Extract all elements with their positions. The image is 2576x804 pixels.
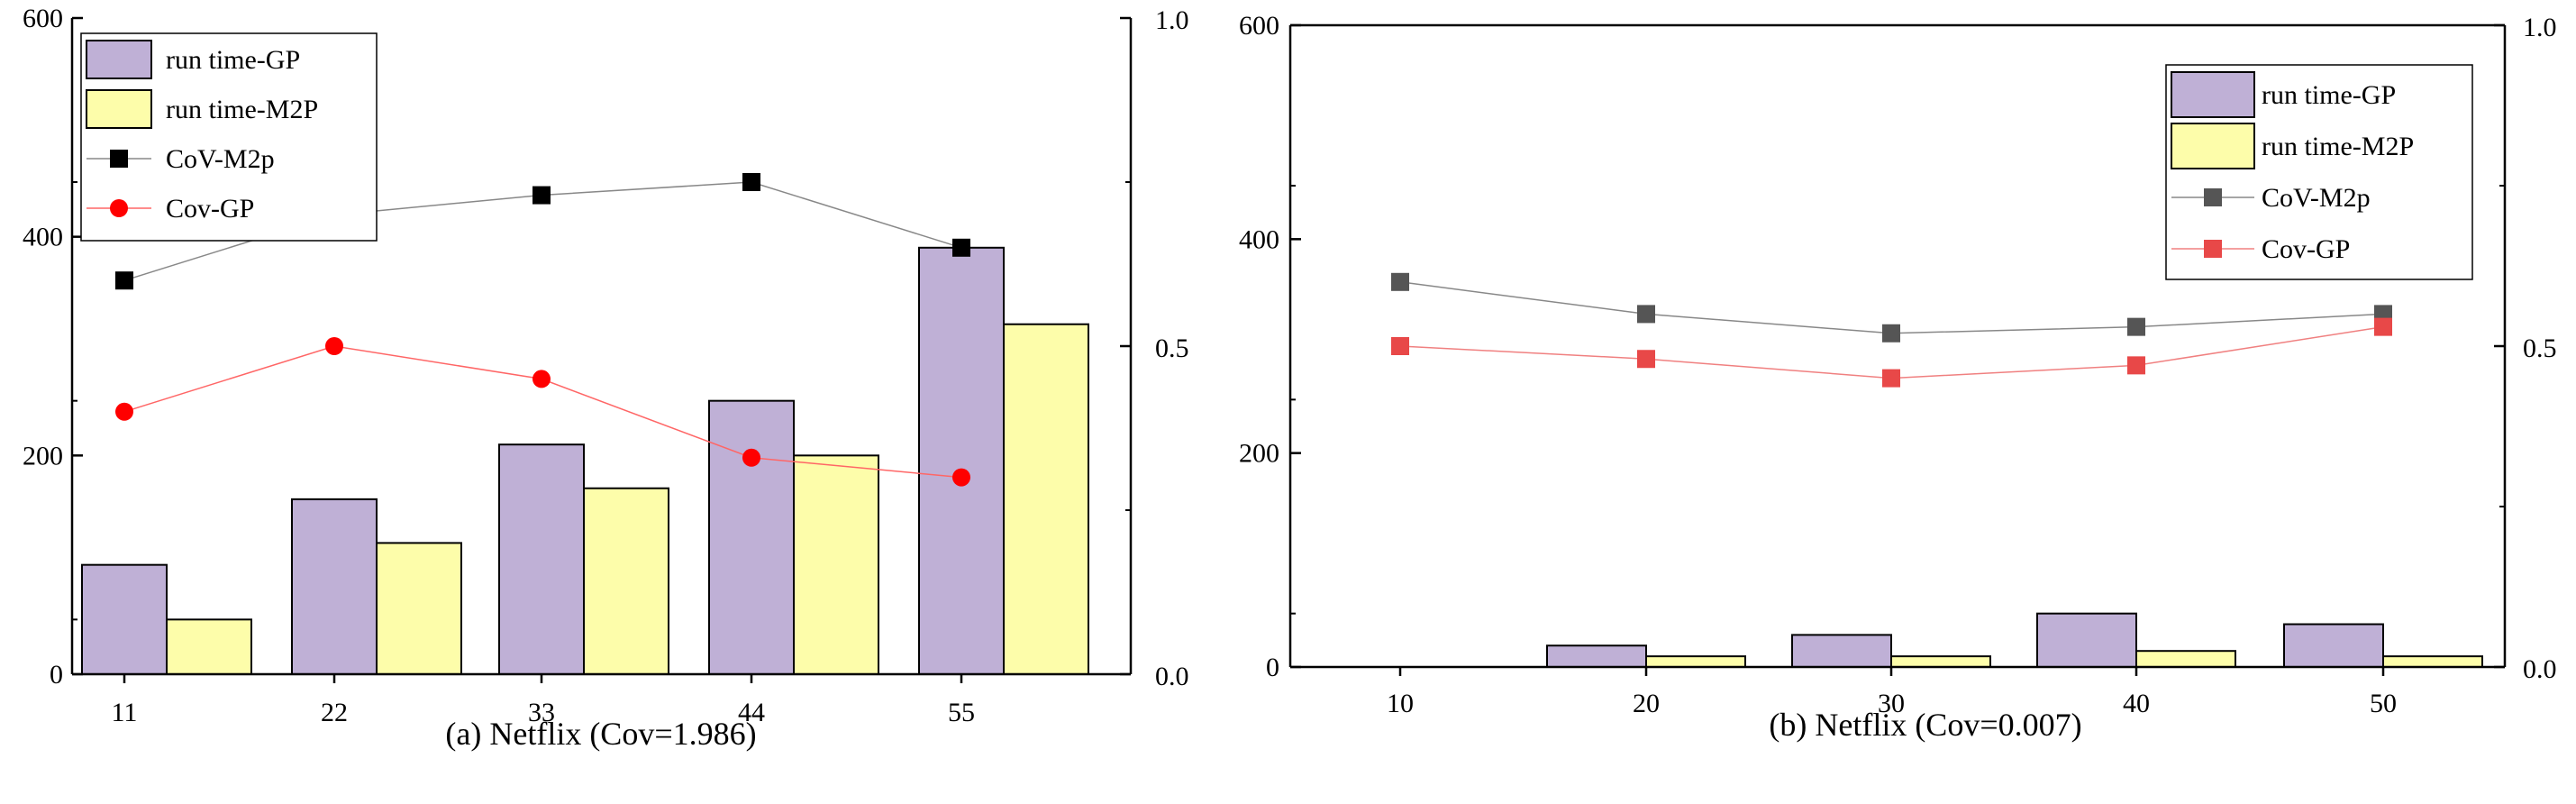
x-tick-label: 50 [2370, 689, 2397, 718]
legend-swatch [2171, 123, 2255, 169]
left-tick-label: 400 [23, 223, 63, 252]
x-tick-label: 11 [112, 698, 138, 727]
marker-cov-gp-22 [325, 337, 343, 355]
bar-gp-30 [1791, 634, 1892, 669]
marker-cov-gp-30 [1882, 369, 1900, 388]
left-tick-label: 600 [1239, 11, 1279, 41]
chart-a: 0 200 400 600 0.0 0.5 1.0 11 22 33 44 55 run time-GP… [23, 4, 1189, 752]
legend-swatch [86, 89, 152, 129]
left-tick-label: 400 [1239, 224, 1279, 254]
marker-cov-gp-33 [532, 370, 551, 388]
bar-m2p-44 [793, 454, 879, 676]
legend-label: run time-M2P [2262, 132, 2414, 161]
bar-gp-44 [708, 399, 795, 675]
bar-m2p-30 [1890, 655, 1991, 669]
chart-b: 0 200 400 600 0.0 0.5 1.0 10 20 30 40 50 run time-GP… [1239, 11, 2557, 743]
x-tick-label: 33 [528, 698, 555, 727]
legend-label: run time-GP [166, 45, 300, 75]
left-tick-label: 600 [23, 4, 63, 33]
bar-m2p-33 [583, 487, 669, 675]
bar-gp-11 [81, 563, 168, 676]
right-tick-label: 0.0 [1155, 662, 1189, 691]
right-tick-label: 0.0 [2523, 654, 2557, 684]
caption: (b) Netflix (Cov=0.007) [1769, 707, 2081, 743]
bar-gp-40 [2036, 612, 2137, 669]
marker-cov-gp-44 [742, 448, 760, 467]
bar-m2p-11 [166, 618, 252, 675]
bar-m2p-20 [1645, 655, 1746, 669]
left-tick-label: 200 [23, 441, 63, 471]
bar-m2p-55 [1003, 323, 1089, 675]
legend-marker [2204, 240, 2222, 258]
marker-cov-m2p-55 [952, 238, 970, 257]
bar-m2p-22 [376, 542, 462, 676]
x-tick-label: 10 [1387, 689, 1414, 718]
bar-gp-50 [2283, 623, 2384, 668]
bar-gp-55 [918, 246, 1005, 675]
legend-label: run time-GP [2262, 80, 2396, 110]
legend-marker [110, 199, 128, 217]
marker-cov-m2p-11 [115, 271, 133, 290]
legend-marker [2204, 188, 2222, 206]
left-tick-label: 0 [50, 660, 63, 690]
caption: (a) Netflix (Cov=1.986) [445, 716, 756, 752]
right-tick-label: 0.5 [2523, 333, 2557, 363]
marker-cov-gp-50 [2374, 317, 2392, 336]
bar-m2p-50 [2382, 655, 2483, 669]
right-tick-label: 1.0 [2523, 13, 2557, 42]
bar-m2p-40 [2135, 650, 2236, 669]
marker-cov-m2p-30 [1882, 324, 1900, 343]
x-tick-label: 22 [321, 698, 348, 727]
x-tick-label: 44 [738, 698, 765, 727]
left-tick-label: 200 [1239, 439, 1279, 469]
left-tick-label: 0 [1266, 653, 1279, 682]
marker-cov-gp-20 [1637, 350, 1655, 369]
x-tick-label: 20 [1633, 689, 1660, 718]
legend-label: CoV-M2p [2262, 183, 2371, 213]
marker-cov-gp-11 [115, 402, 133, 421]
legend-label: CoV-M2p [166, 144, 275, 174]
x-tick-label: 30 [1878, 689, 1905, 718]
legend-label: run time-M2P [166, 95, 318, 124]
legend-swatch [86, 40, 152, 79]
legend-label: Cov-GP [166, 194, 254, 224]
right-tick-label: 0.5 [1155, 333, 1189, 363]
marker-cov-m2p-10 [1391, 272, 1409, 291]
marker-cov-gp-10 [1391, 337, 1409, 355]
marker-cov-gp-40 [2127, 356, 2145, 375]
bar-gp-20 [1546, 644, 1647, 668]
bar-gp-22 [291, 498, 378, 675]
legend-swatch [2171, 71, 2255, 118]
legend-marker [110, 150, 128, 168]
marker-cov-m2p-40 [2127, 317, 2145, 336]
right-tick-label: 1.0 [1155, 5, 1189, 35]
marker-cov-m2p-20 [1637, 305, 1655, 324]
x-tick-label: 40 [2123, 689, 2150, 718]
marker-cov-m2p-33 [532, 186, 551, 205]
marker-cov-m2p-44 [742, 173, 760, 191]
bar-gp-33 [498, 443, 585, 676]
legend-label: Cov-GP [2262, 234, 2350, 264]
x-tick-label: 55 [948, 698, 975, 727]
marker-cov-gp-55 [952, 468, 970, 487]
